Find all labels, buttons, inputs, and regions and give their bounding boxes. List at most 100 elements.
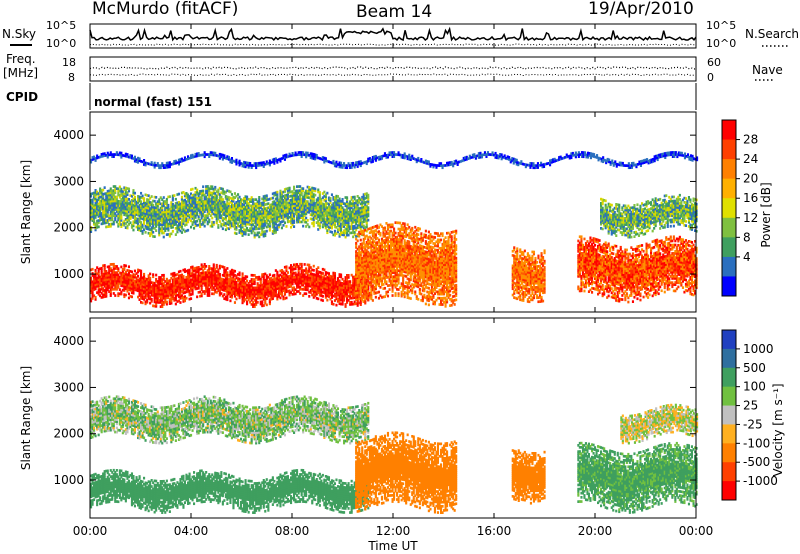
heatmap-cell xyxy=(205,265,207,268)
heatmap-cell xyxy=(95,269,97,272)
heatmap-cell xyxy=(261,300,263,303)
cpid-mode-text: normal (fast) 151 xyxy=(94,95,212,109)
heatmap-cell xyxy=(317,298,319,301)
noise-left-tick-bottom: 10^0 xyxy=(46,37,76,50)
nave-trace xyxy=(90,74,696,76)
heatmap-cell xyxy=(308,264,310,267)
heatmap-cell xyxy=(189,269,191,272)
nave-label: Nave xyxy=(752,63,783,77)
heatmap-cell xyxy=(220,292,222,295)
heatmap-cell xyxy=(114,294,116,297)
heatmap-cell xyxy=(305,267,307,270)
heatmap-cell xyxy=(304,263,306,266)
heatmap-cell xyxy=(179,270,181,273)
heatmap-cell xyxy=(163,274,165,277)
noise-panel: N.Sky 10^5 10^0 10^5 10^0 N.Search xyxy=(2,19,799,50)
beam-title: Beam 14 xyxy=(356,2,432,22)
heatmap-cell xyxy=(92,268,94,271)
cpid-panel: CPID normal (fast) 151 xyxy=(6,83,696,110)
heatmap-cell xyxy=(235,298,237,301)
heatmap-cell xyxy=(234,270,236,273)
heatmap-cell xyxy=(285,297,287,300)
heatmap-cell xyxy=(196,296,198,299)
heatmap-cell xyxy=(273,274,275,277)
heatmap-cell xyxy=(182,275,184,278)
freq-trace xyxy=(90,67,696,69)
heatmap-cell xyxy=(260,278,262,281)
heatmap-cell xyxy=(287,271,289,274)
heatmap-cell xyxy=(149,277,151,280)
heatmap-cell xyxy=(239,272,241,275)
heatmap-cell xyxy=(101,267,103,270)
heatmap-cell xyxy=(155,274,157,277)
heatmap-cell xyxy=(117,267,119,270)
heatmap-cell xyxy=(301,263,303,266)
heatmap-cell xyxy=(295,293,297,296)
heatmap-cell xyxy=(216,264,218,267)
heatmap-cell xyxy=(234,301,236,304)
heatmap-cell xyxy=(131,271,133,274)
heatmap-cell xyxy=(266,297,268,300)
heatmap-cell xyxy=(125,265,127,268)
heatmap-cell xyxy=(169,279,171,282)
heatmap-cell xyxy=(179,301,181,304)
plot-canvas: McMurdo (fitACF) Beam 14 19/Apr/2010 N.S… xyxy=(0,0,800,554)
heatmap-cell xyxy=(223,266,225,269)
heatmap-cell xyxy=(213,263,215,266)
heatmap-cell xyxy=(119,288,121,291)
heatmap-cell xyxy=(276,271,278,274)
heatmap-cell xyxy=(257,301,259,304)
heatmap-cell xyxy=(140,270,142,273)
heatmap-cell xyxy=(310,266,312,269)
heatmap-cell xyxy=(326,299,328,302)
cpid-label: CPID xyxy=(6,90,38,104)
heatmap-cell xyxy=(331,300,333,303)
heatmap-cell xyxy=(128,293,130,296)
superdarn-summary-plot: { "header": { "station": "McMurdo (fitAC… xyxy=(0,0,800,554)
heatmap-cell xyxy=(185,297,187,300)
heatmap-cell xyxy=(226,271,228,274)
heatmap-cell xyxy=(313,265,315,268)
heatmap-cell xyxy=(305,292,307,295)
noise-search-label: N.Search xyxy=(745,27,799,41)
heatmap-cell xyxy=(151,298,153,301)
heatmap-cell xyxy=(317,266,319,269)
freq-label: Freq. xyxy=(6,52,36,66)
heatmap-cell xyxy=(246,276,248,279)
heatmap-cell xyxy=(323,269,325,272)
noise-sky-trace xyxy=(90,29,696,41)
heatmap-cell xyxy=(120,266,122,269)
heatmap-cell xyxy=(134,270,136,273)
heatmap-cell xyxy=(190,297,192,300)
heatmap-cell xyxy=(308,295,310,298)
heatmap-cell xyxy=(332,303,334,306)
heatmap-cell xyxy=(322,272,324,275)
heatmap-cell xyxy=(219,273,221,276)
freq-tick-top: 18 xyxy=(62,56,76,69)
heatmap-cell xyxy=(128,265,130,268)
noise-sky-label: N.Sky xyxy=(2,27,36,41)
heatmap-cell xyxy=(223,293,225,296)
heatmap-cell xyxy=(149,273,151,276)
power-panel: 4000300020001000 Slant Range [km] 282420… xyxy=(19,112,773,312)
heatmap-cell xyxy=(137,275,139,278)
heatmap-cell xyxy=(142,302,144,305)
heatmap-cell xyxy=(322,295,324,298)
heatmap-cell xyxy=(269,273,271,276)
heatmap-cell xyxy=(131,296,133,299)
heatmap-cell xyxy=(322,299,324,302)
heatmap-cell xyxy=(299,292,301,295)
heatmap-cell xyxy=(143,273,145,276)
heatmap-cell xyxy=(166,301,168,304)
heatmap-cell xyxy=(152,273,154,276)
heatmap-cell xyxy=(104,264,106,267)
heatmap-cell xyxy=(242,272,244,275)
heatmap-cell xyxy=(313,269,315,272)
heatmap-cell xyxy=(263,304,265,307)
noise-right-tick-bottom: 10^0 xyxy=(706,37,736,50)
noise-right-tick-top: 10^5 xyxy=(706,19,736,32)
freq-unit-label: [MHz] xyxy=(3,66,38,80)
station-title: McMurdo (fitACF) xyxy=(92,0,238,19)
nave-tick-top: 60 xyxy=(707,56,721,69)
noise-left-tick-top: 10^5 xyxy=(46,19,76,32)
